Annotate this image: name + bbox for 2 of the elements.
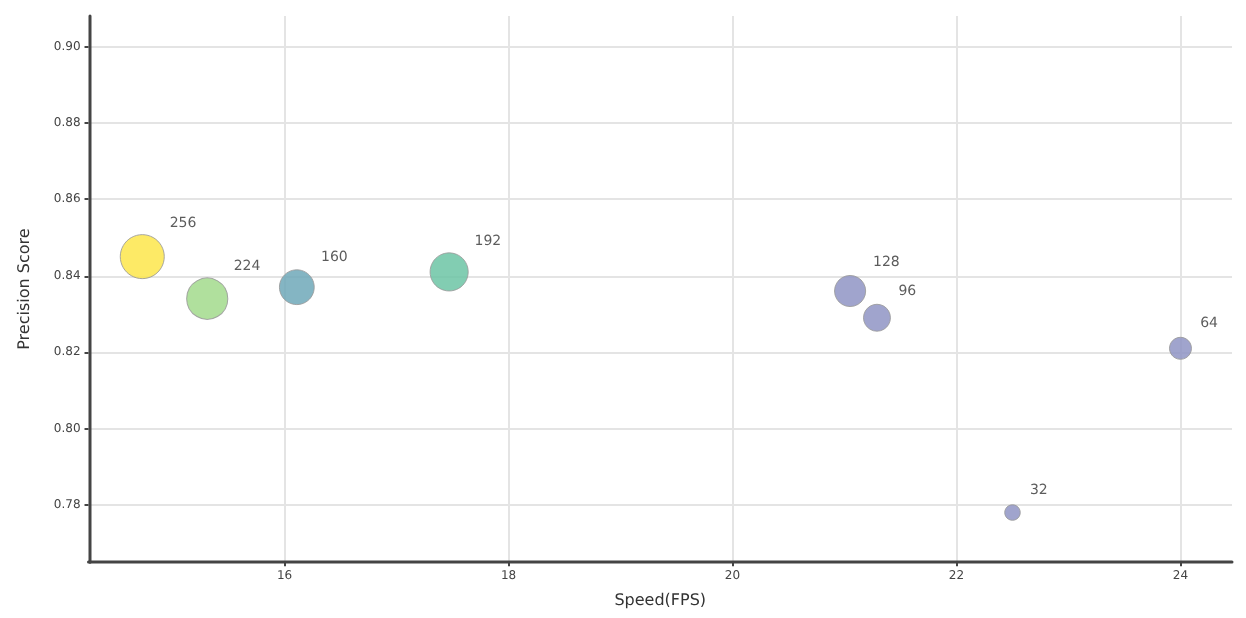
y-axis-title: Precision Score	[15, 228, 33, 350]
x-axis-title: Speed(FPS)	[614, 591, 707, 609]
